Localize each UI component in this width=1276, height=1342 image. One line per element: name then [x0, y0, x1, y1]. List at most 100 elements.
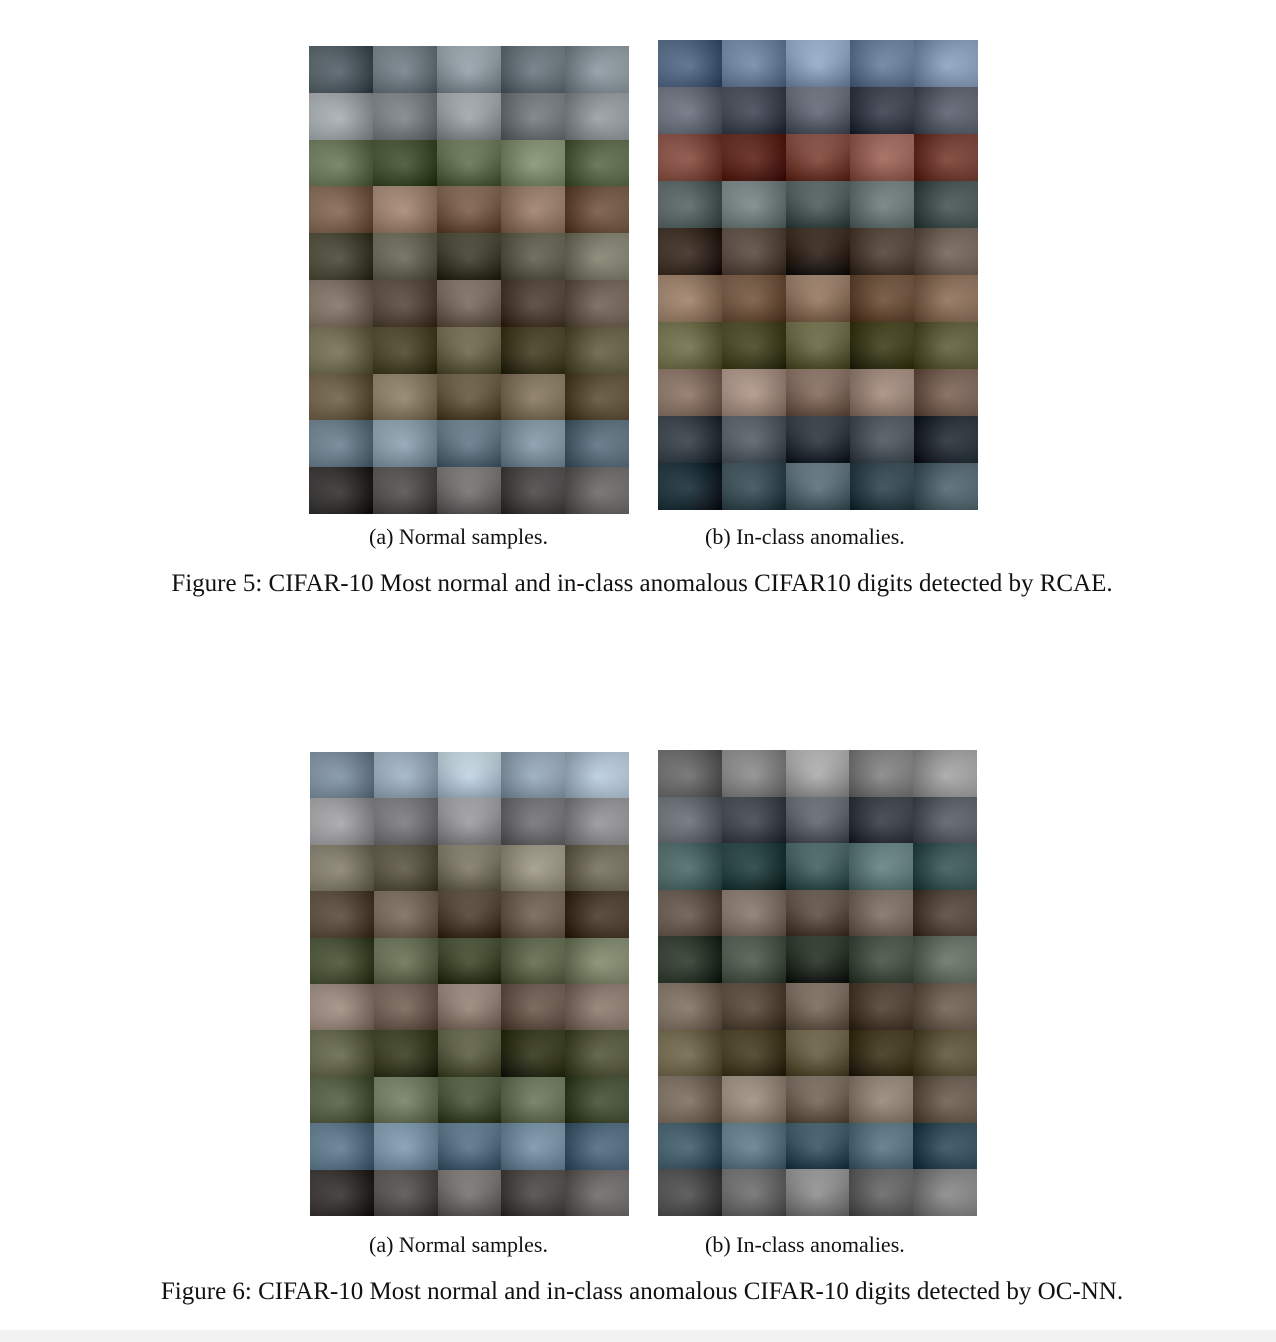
thumbnail-image	[437, 1123, 502, 1170]
thumbnail-image	[373, 1030, 438, 1077]
thumbnail-image	[849, 1169, 914, 1216]
thumbnail-image	[849, 936, 914, 983]
thumbnail-image	[914, 322, 978, 369]
thumbnail-image	[309, 279, 373, 327]
thumbnail-image	[373, 984, 438, 1031]
thumbnail-image	[373, 937, 438, 984]
thumbnail-image	[850, 463, 914, 510]
thumbnail-image	[785, 1169, 850, 1216]
thumbnail-image	[849, 982, 914, 1030]
thumbnail-image	[913, 1122, 977, 1170]
thumbnail-image	[786, 275, 850, 322]
thumbnail-image	[565, 467, 629, 514]
thumbnail-image	[786, 416, 850, 463]
thumbnail-image	[501, 326, 565, 374]
thumbnail-image	[565, 279, 629, 327]
thumbnail-image	[658, 1169, 722, 1216]
thumbnail-image	[309, 373, 373, 421]
thumbnail-image	[501, 420, 565, 468]
thumbnail-image	[914, 40, 978, 87]
thumbnail-image	[658, 463, 722, 510]
thumbnail-image	[501, 844, 566, 892]
thumbnail-image	[722, 369, 786, 416]
thumbnail-image	[501, 752, 566, 799]
thumbnail-image	[437, 139, 501, 187]
thumbnail-image	[849, 1122, 914, 1170]
thumbnail-image	[658, 416, 722, 463]
thumbnail-image	[565, 1076, 629, 1124]
thumbnail-image	[565, 937, 629, 984]
thumbnail-image	[501, 937, 566, 984]
thumbnail-image	[310, 984, 374, 1031]
thumbnail-image	[501, 233, 565, 280]
thumbnail-image	[501, 186, 565, 234]
thumbnail-image	[565, 46, 629, 93]
thumbnail-image	[501, 1030, 566, 1077]
thumbnail-image	[850, 369, 914, 416]
thumbnail-image	[722, 87, 786, 134]
thumbnail-image	[373, 279, 437, 327]
thumbnail-image	[310, 891, 374, 938]
thumbnail-image	[565, 1169, 629, 1216]
thumbnail-image	[722, 322, 786, 369]
thumbnail-image	[722, 134, 786, 181]
thumbnail-image	[914, 369, 978, 416]
thumbnail-image	[850, 322, 914, 369]
thumbnail-image	[437, 752, 502, 799]
thumbnail-image	[913, 1029, 977, 1077]
thumbnail-image	[373, 1076, 438, 1124]
figure-caption: Figure 5: CIFAR-10 Most normal and in-cl…	[171, 570, 1113, 597]
thumbnail-image	[850, 181, 914, 228]
thumbnail-image	[309, 326, 373, 374]
thumbnail-image	[850, 228, 914, 275]
thumbnail-image	[309, 92, 373, 140]
thumbnail-image	[310, 1169, 374, 1216]
thumbnail-image	[914, 134, 978, 181]
thumbnail-image	[437, 233, 501, 280]
thumbnail-image	[722, 275, 786, 322]
thumbnail-image	[658, 982, 722, 1030]
thumbnail-image	[721, 1122, 786, 1170]
thumbnail-image	[658, 936, 722, 983]
thumbnail-image	[437, 326, 501, 374]
thumbnail-image	[658, 1122, 722, 1170]
thumbnail-image	[373, 233, 437, 280]
thumbnail-image	[913, 1076, 977, 1123]
thumbnail-image	[373, 844, 438, 892]
thumbnail-image	[658, 134, 722, 181]
thumbnail-image	[565, 844, 629, 892]
page-bottom-strip	[0, 1330, 1276, 1342]
thumbnail-image	[565, 420, 629, 468]
thumbnail-image	[437, 186, 501, 234]
in-class-anomalies-grid	[658, 40, 978, 510]
thumbnail-image	[437, 1169, 502, 1216]
thumbnail-image	[437, 937, 502, 984]
thumbnail-image	[785, 1029, 850, 1077]
thumbnail-image	[501, 798, 566, 845]
thumbnail-image	[437, 1030, 502, 1077]
thumbnail-image	[437, 798, 502, 845]
thumbnail-image	[785, 750, 850, 797]
thumbnail-image	[849, 750, 914, 797]
thumbnail-image	[565, 752, 629, 799]
thumbnail-image	[722, 228, 786, 275]
thumbnail-image	[565, 233, 629, 280]
thumbnail-image	[785, 796, 850, 844]
thumbnail-image	[658, 181, 722, 228]
thumbnail-image	[309, 467, 373, 514]
thumbnail-image	[373, 420, 437, 468]
thumbnail-image	[785, 843, 850, 890]
thumbnail-image	[565, 891, 629, 938]
thumbnail-image	[501, 467, 565, 514]
thumbnail-image	[437, 279, 501, 327]
thumbnail-image	[658, 87, 722, 134]
thumbnail-image	[786, 463, 850, 510]
thumbnail-image	[849, 889, 914, 937]
thumbnail-image	[849, 843, 914, 890]
thumbnail-image	[565, 1030, 629, 1077]
thumbnail-image	[658, 889, 722, 937]
thumbnail-image	[914, 416, 978, 463]
thumbnail-image	[501, 1169, 566, 1216]
thumbnail-image	[501, 46, 565, 93]
thumbnail-image	[849, 1076, 914, 1123]
